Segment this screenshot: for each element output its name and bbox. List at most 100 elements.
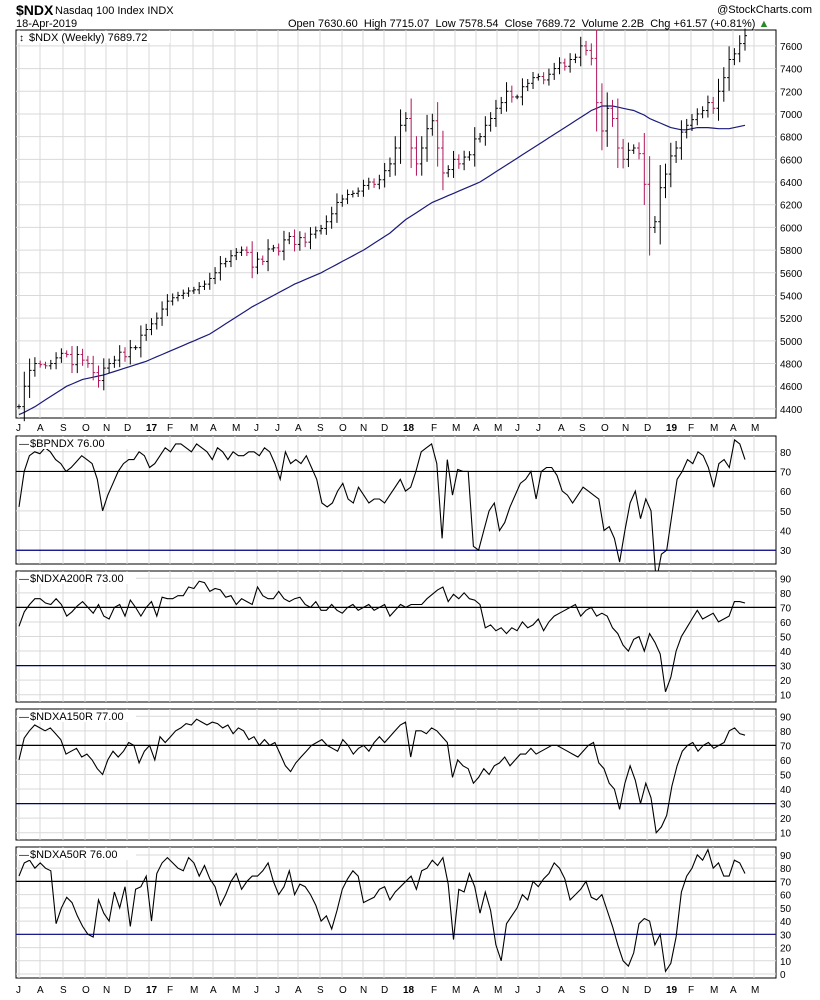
x-month-label: D xyxy=(124,985,131,996)
y-tick-label: 20 xyxy=(780,676,792,687)
candle xyxy=(250,241,255,279)
x-month-label: A xyxy=(37,985,44,996)
x-month-label: D xyxy=(644,423,651,434)
chg-value: +61.57 (+0.81%) xyxy=(673,18,756,30)
candle xyxy=(711,96,716,114)
candle xyxy=(345,189,350,205)
candle xyxy=(525,79,530,92)
candle xyxy=(213,267,218,285)
candle xyxy=(488,112,493,132)
x-month-label: N xyxy=(360,423,367,434)
x-month-label: A xyxy=(210,423,217,434)
x-month-label: D xyxy=(381,423,388,434)
candle xyxy=(658,165,663,245)
x-month-label: F xyxy=(688,423,694,434)
candle xyxy=(695,108,700,126)
candle xyxy=(409,98,414,168)
candle xyxy=(117,345,122,368)
indicator-legend: $NDXA200R 73.00 xyxy=(30,573,124,585)
candle xyxy=(578,36,583,67)
candle xyxy=(303,232,308,248)
x-month-label: M xyxy=(452,423,460,434)
candle xyxy=(170,293,175,306)
x-month-label: J xyxy=(254,985,259,996)
candle xyxy=(403,112,408,132)
candle xyxy=(308,227,313,250)
y-tick-label: 10 xyxy=(780,829,792,840)
candle xyxy=(594,29,599,132)
candle xyxy=(43,361,48,369)
x-month-label: J xyxy=(254,423,259,434)
candle xyxy=(91,355,96,381)
y-tick-label: 50 xyxy=(780,507,792,518)
candle xyxy=(467,151,472,161)
x-month-label: J xyxy=(16,985,21,996)
candle xyxy=(101,358,106,391)
candle xyxy=(80,348,85,366)
candle xyxy=(85,355,90,368)
candle xyxy=(605,92,610,147)
x-month-label: N xyxy=(360,985,367,996)
y-tick-label: 4600 xyxy=(780,382,803,393)
y-tick-label: 10 xyxy=(780,957,792,968)
x-month-label: 19 xyxy=(666,423,678,434)
y-tick-label: 80 xyxy=(780,864,792,875)
x-month-label: S xyxy=(579,985,586,996)
candle xyxy=(531,71,536,89)
candle xyxy=(69,346,74,374)
y-tick-label: 30 xyxy=(780,546,792,557)
candle xyxy=(287,232,292,245)
candle xyxy=(207,272,212,290)
candle xyxy=(218,255,223,281)
y-tick-label: 60 xyxy=(780,891,792,902)
x-month-label: A xyxy=(37,423,44,434)
y-tick-label: 6200 xyxy=(780,201,803,212)
candle xyxy=(144,323,149,341)
x-month-label: S xyxy=(317,423,324,434)
candle xyxy=(541,72,546,85)
chart-date: 18-Apr-2019 xyxy=(16,18,78,30)
candle xyxy=(313,226,318,239)
legend-bg xyxy=(18,31,170,43)
candle xyxy=(107,358,112,374)
x-month-label: N xyxy=(103,423,110,434)
y-tick-label: 5800 xyxy=(780,246,803,257)
y-tick-label: 5600 xyxy=(780,269,803,280)
y-tick-label: 5400 xyxy=(780,291,803,302)
candle xyxy=(435,102,440,167)
candle xyxy=(483,116,488,146)
x-month-label: F xyxy=(688,985,694,996)
candle xyxy=(584,40,589,56)
x-month-label: F xyxy=(167,423,173,434)
candle xyxy=(292,229,297,252)
x-month-label: O xyxy=(601,423,609,434)
candle xyxy=(175,291,180,302)
y-tick-label: 4800 xyxy=(780,360,803,371)
candle xyxy=(181,289,186,300)
candle xyxy=(557,57,562,75)
candle xyxy=(552,62,557,80)
indicator-line xyxy=(18,848,746,973)
x-month-label: N xyxy=(103,985,110,996)
x-month-label: M xyxy=(190,423,198,434)
x-month-label: 19 xyxy=(666,985,678,996)
x-month-label: F xyxy=(167,985,173,996)
x-month-label: D xyxy=(124,423,131,434)
x-month-label: 18 xyxy=(403,985,415,996)
candle xyxy=(266,239,271,272)
x-month-label: O xyxy=(339,423,347,434)
candle xyxy=(387,157,392,178)
x-month-label: O xyxy=(601,985,609,996)
volume-value: 2.2B xyxy=(621,18,645,30)
y-tick-label: 80 xyxy=(780,589,792,600)
line-legend-icon: — xyxy=(19,712,29,723)
y-tick-label: 40 xyxy=(780,647,792,658)
x-month-label: F xyxy=(431,985,437,996)
index-name: Nasdaq 100 Index INDX xyxy=(55,5,174,17)
candle xyxy=(732,48,737,66)
candle xyxy=(493,99,498,127)
x-month-label: S xyxy=(60,423,67,434)
y-tick-label: 40 xyxy=(780,785,792,796)
